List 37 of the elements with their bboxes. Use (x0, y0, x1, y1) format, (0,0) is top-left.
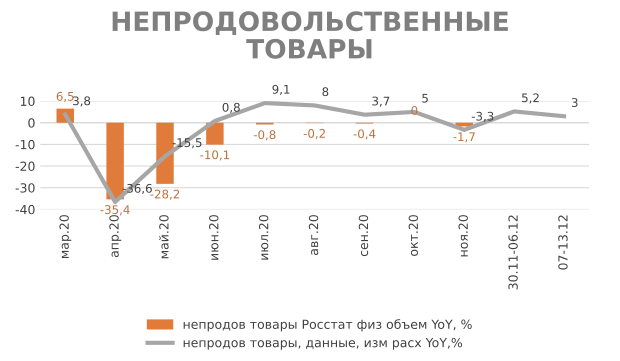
x-tick-label: сен.20 (358, 215, 368, 256)
x-tick-label: июн.20 (209, 215, 219, 260)
x-tick-label: май.20 (159, 215, 169, 258)
data-label: -0,4 (354, 129, 376, 140)
data-label: -0,2 (304, 128, 325, 140)
x-tick-label: апр.20 (109, 215, 122, 258)
x-tick-label: окт.20 (408, 215, 418, 256)
data-label: 6,5 (56, 92, 74, 102)
x-tick-label: авг.20 (308, 215, 318, 255)
x-tick-label: ноя.20 (458, 215, 468, 256)
y-tick-label: -40 (16, 204, 35, 214)
data-label: 3,8 (73, 96, 90, 106)
y-tick-label: -20 (16, 162, 35, 171)
data-label: 0,8 (222, 102, 240, 113)
x-tick-label: мар.20 (59, 215, 72, 258)
data-label: 5 (422, 94, 428, 103)
data-label: 5,2 (522, 93, 539, 104)
data-label: 3,7 (372, 96, 390, 107)
y-tick-label: 10 (20, 96, 35, 106)
data-label: -10,1 (200, 150, 230, 161)
data-label: -28,2 (150, 190, 180, 200)
y-tick-label: -10 (16, 140, 35, 150)
data-label: -3,3 (472, 112, 494, 122)
data-label: 8 (322, 87, 328, 96)
y-tick-label: 0 (28, 118, 35, 128)
data-label: -0,8 (254, 130, 276, 140)
legend-label: непродов товары Росстат физ объем YoY, % (184, 319, 472, 332)
data-label: -35,4 (100, 205, 130, 216)
data-label: 3 (572, 98, 578, 108)
x-tick-label: июл.20 (258, 215, 268, 260)
legend-label: непродов товары, данные, изм расх YoY,% (184, 338, 462, 350)
x-tick-label: 07-13.12 (558, 215, 568, 270)
y-tick-label: -30 (16, 183, 35, 193)
x-tick-label: 30.11-06.12 (508, 215, 518, 290)
data-label: 9,1 (272, 84, 290, 95)
chart-title: НЕПРОДОВОЛЬСТВЕННЫЕ ТОВАРЫ (112, 11, 508, 59)
data-label: -1,7 (453, 132, 475, 142)
